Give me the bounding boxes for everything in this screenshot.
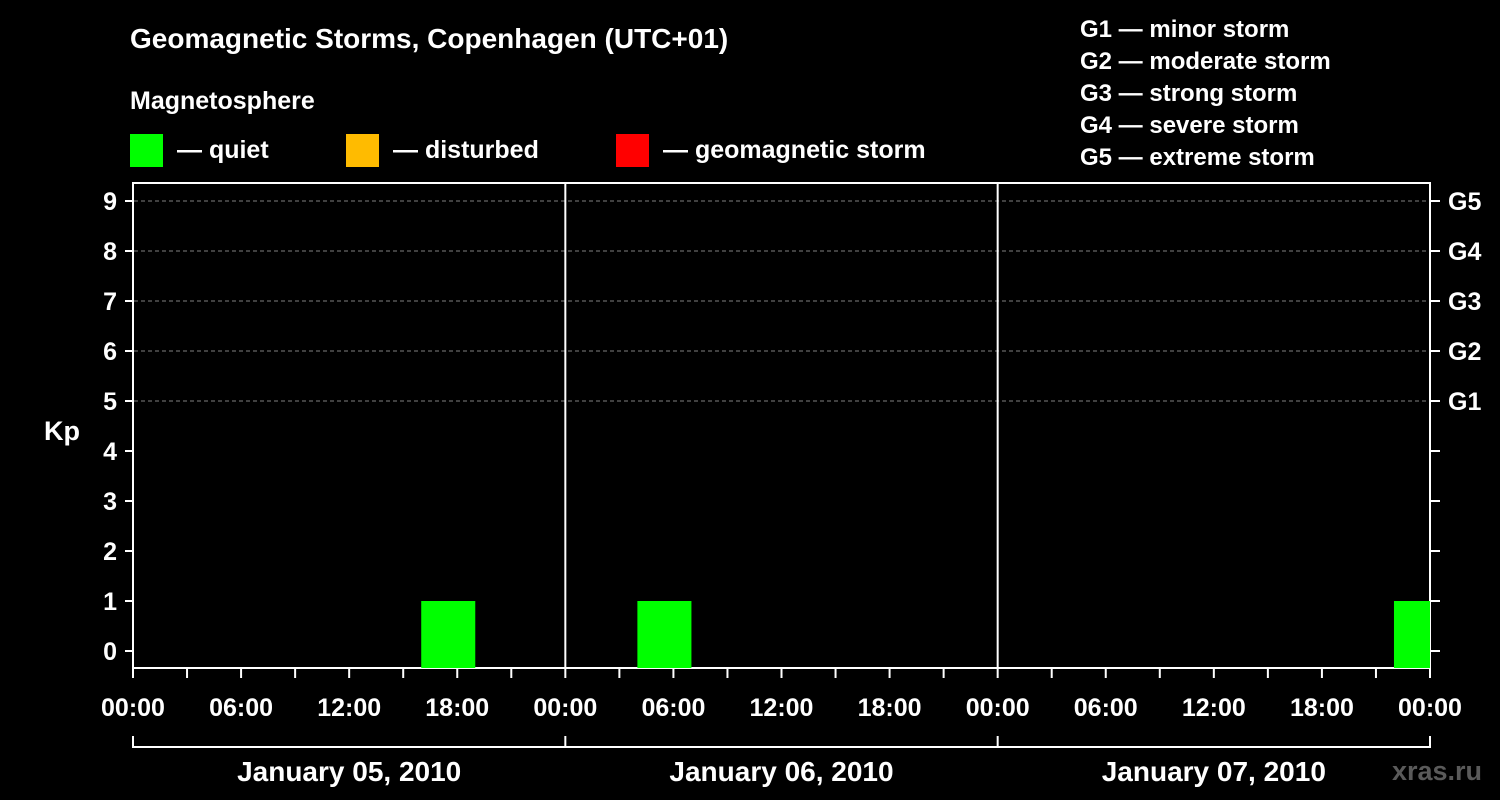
legend-swatch-0 [130,134,163,167]
y-tick-label-9: 9 [103,188,117,216]
y-tick-label-0: 0 [103,638,117,666]
y-tick-label-7: 7 [103,288,117,316]
y-tick-label-6: 6 [103,338,117,366]
legend-swatch-2 [616,134,649,167]
legend-swatch-1 [346,134,379,167]
x-tick-label-4: 00:00 [533,694,597,722]
bar-1 [637,601,692,668]
x-tick-label-1: 06:00 [209,694,273,722]
x-tick-label-7: 18:00 [858,694,922,722]
plot-frame [132,182,1431,669]
x-axis: 00:00 06:00 12:00 18:00 00:00 06:00 12:00 18:00… [101,668,1462,722]
legend-heading: Magnetosphere [130,87,315,115]
g-legend-item-0: G1 — minor storm [1080,16,1289,43]
g-legend-item-2: G3 — strong storm [1080,80,1297,107]
y-tick-label-8: 8 [103,238,117,266]
x-tick-label-6: 12:00 [750,694,814,722]
chart-header: Geomagnetic Storms, Copenhagen (UTC+01) … [130,23,728,115]
date-label-1: January 06, 2010 [669,756,893,787]
storm-level-legend: G1 — minor storm G2 — moderate storm G3 — … [1080,16,1331,171]
y-tick-label-2: 2 [103,538,117,566]
x-tick-label-8: 00:00 [966,694,1030,722]
watermark: xras.ru [1392,756,1482,786]
y-tick-label-3: 3 [103,488,117,516]
y-axis-label: Kp [44,416,80,446]
g-level-label-G2: G2 [1448,338,1481,366]
g-legend-item-1: G2 — moderate storm [1080,48,1331,75]
x-tick-label-3: 18:00 [425,694,489,722]
plot-area [132,182,1431,669]
date-label-2: January 07, 2010 [1102,756,1326,787]
x-tick-label-12: 00:00 [1398,694,1462,722]
y-tick-label-5: 5 [103,388,117,416]
legend-label-2: — geomagnetic storm [663,136,926,164]
y-tick-label-4: 4 [103,438,117,466]
g-level-label-G3: G3 [1448,288,1481,316]
x-tick-label-0: 00:00 [101,694,165,722]
date-label-0: January 05, 2010 [237,756,461,787]
chart-title: Geomagnetic Storms, Copenhagen (UTC+01) [130,23,728,54]
g-level-axis: G1 G2 G3 G4 G5 [1430,188,1481,652]
x-tick-label-2: 12:00 [317,694,381,722]
g-level-label-G1: G1 [1448,388,1481,416]
grid-lines [134,200,1429,402]
status-legend: — quiet — disturbed — geomagnetic storm [130,134,926,167]
legend-label-1: — disturbed [393,136,539,164]
x-tick-label-11: 18:00 [1290,694,1354,722]
date-axis: January 05, 2010 January 06, 2010 January … [132,736,1431,787]
bar-2 [1393,601,1430,668]
day-separators [564,183,999,668]
y-axis: 0 1 2 3 4 5 6 7 8 9 [103,188,133,666]
g-legend-item-3: G4 — severe storm [1080,112,1299,139]
bar-0 [421,601,476,668]
x-tick-label-10: 12:00 [1182,694,1246,722]
g-level-label-G4: G4 [1448,238,1481,266]
x-tick-label-9: 06:00 [1074,694,1138,722]
y-tick-label-1: 1 [103,588,117,616]
g-legend-item-4: G5 — extreme storm [1080,144,1315,171]
x-tick-label-5: 06:00 [641,694,705,722]
bars [421,601,1430,668]
g-level-label-G5: G5 [1448,188,1481,216]
legend-label-0: — quiet [177,136,269,164]
